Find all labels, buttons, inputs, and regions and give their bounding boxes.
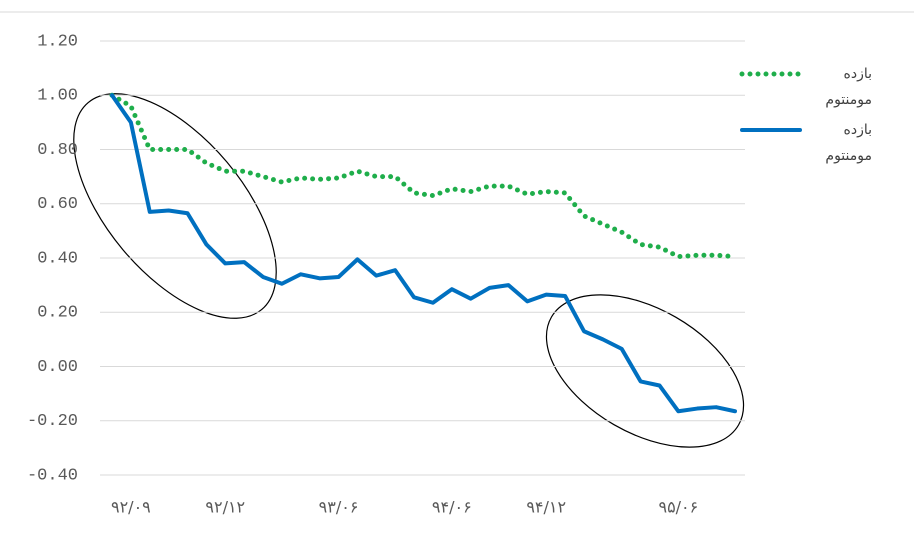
annotation-ellipse <box>73 93 277 319</box>
y-tick-label: 0.60 <box>37 195 78 214</box>
y-tick-label: 0.40 <box>37 249 78 268</box>
y-tick-label: 1.00 <box>37 87 78 106</box>
x-tick-label: ۹۴/۱۲ <box>526 498 566 517</box>
x-tick-label: ۹۲/۱۲ <box>205 498 245 517</box>
line-series <box>109 92 738 260</box>
y-tick-label: -0.20 <box>27 412 78 431</box>
x-tick-label: ۹۲/۰۹ <box>111 498 151 517</box>
legend-entry: بازده مومنتوم مدیریت شده <box>825 66 872 108</box>
legend-label: بازده مومنتوم مرسوم <box>825 122 872 164</box>
y-tick-label: 0.00 <box>37 358 78 377</box>
x-tick-label: ۹۳/۰۶ <box>319 498 359 517</box>
y-tick-label: 0.20 <box>37 304 78 323</box>
y-tick-label: 0.80 <box>37 141 78 160</box>
annotation-ellipse <box>545 294 745 448</box>
line-series <box>110 93 737 414</box>
legend-entry: بازده مومنتوم مرسوم <box>825 122 872 164</box>
x-tick-label: ۹۵/۰۶ <box>658 498 698 517</box>
legend-label: بازده مومنتوم مدیریت شده <box>825 66 872 108</box>
y-tick-label: 1.20 <box>37 32 78 51</box>
x-tick-label: ۹۴/۰۶ <box>432 498 472 517</box>
y-tick-label: -0.40 <box>27 466 78 485</box>
